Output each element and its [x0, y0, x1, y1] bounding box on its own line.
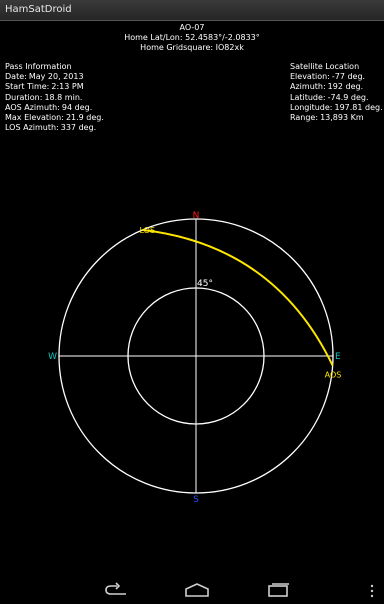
satellite-location: Satellite Location Elevation: -77 deg. Az…: [290, 62, 383, 123]
home-gridsquare: Home Gridsquare: IO82xk: [140, 43, 244, 52]
west-label: W: [48, 352, 57, 362]
satellite-name: AO-07: [179, 23, 205, 32]
pass-aos-azimuth: AOS Azimuth: 94 deg.: [5, 102, 93, 112]
sat-longitude: Longitude: 197.81 deg.: [290, 102, 383, 112]
east-label: E: [335, 352, 341, 362]
pass-information: Pass Information Date: May 20, 2013 Start…: [5, 62, 104, 133]
sat-location-heading: Satellite Location: [290, 62, 360, 71]
pass-date: Date: May 20, 2013: [5, 72, 84, 82]
pass-start-time: Start Time: 2:13 PM: [5, 82, 84, 92]
aos-label: AOS: [325, 371, 342, 380]
pass-los-azimuth: LOS Azimuth: 337 deg.: [5, 123, 97, 133]
pass-info-heading: Pass Information: [5, 62, 72, 71]
los-label: LOS: [139, 226, 155, 235]
header: AO-07 Home Lat/Lon: 52.4583°/-2.0833° Ho…: [0, 23, 384, 53]
sat-latitude: Latitude: -74.9 deg.: [290, 92, 369, 102]
home-latlon: Home Lat/Lon: 52.4583°/-2.0833°: [124, 33, 260, 42]
recent-apps-icon[interactable]: [265, 582, 291, 598]
pass-max-elevation: Max Elevation: 21.9 deg.: [5, 113, 104, 123]
navigation-bar: [0, 576, 384, 604]
pass-track: [142, 228, 334, 366]
app-title: HamSatDroid: [5, 4, 72, 15]
north-label: N: [193, 211, 200, 221]
sat-range: Range: 13,893 Km: [290, 113, 364, 123]
sat-elevation: Elevation: -77 deg.: [290, 72, 366, 82]
back-icon[interactable]: [103, 582, 129, 598]
sat-azimuth: Azimuth: 192 deg.: [290, 82, 364, 92]
home-icon[interactable]: [184, 582, 210, 598]
polar-plot: N S E W 45° LOS AOS: [48, 211, 342, 505]
pass-duration: Duration: 18.8 min.: [5, 92, 83, 102]
overflow-menu-icon[interactable]: [370, 583, 374, 599]
elevation-45-label: 45°: [197, 279, 213, 289]
south-label: S: [193, 495, 199, 505]
app-title-bar: HamSatDroid: [0, 0, 384, 21]
